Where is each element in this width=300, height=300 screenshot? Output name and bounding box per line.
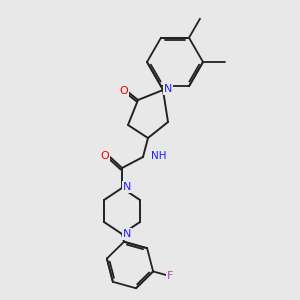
Text: NH: NH [151,151,167,161]
Text: N: N [123,182,131,192]
Text: N: N [164,84,172,94]
Text: F: F [167,271,174,281]
Text: N: N [123,229,131,239]
Text: O: O [120,86,128,96]
Text: O: O [100,151,109,161]
